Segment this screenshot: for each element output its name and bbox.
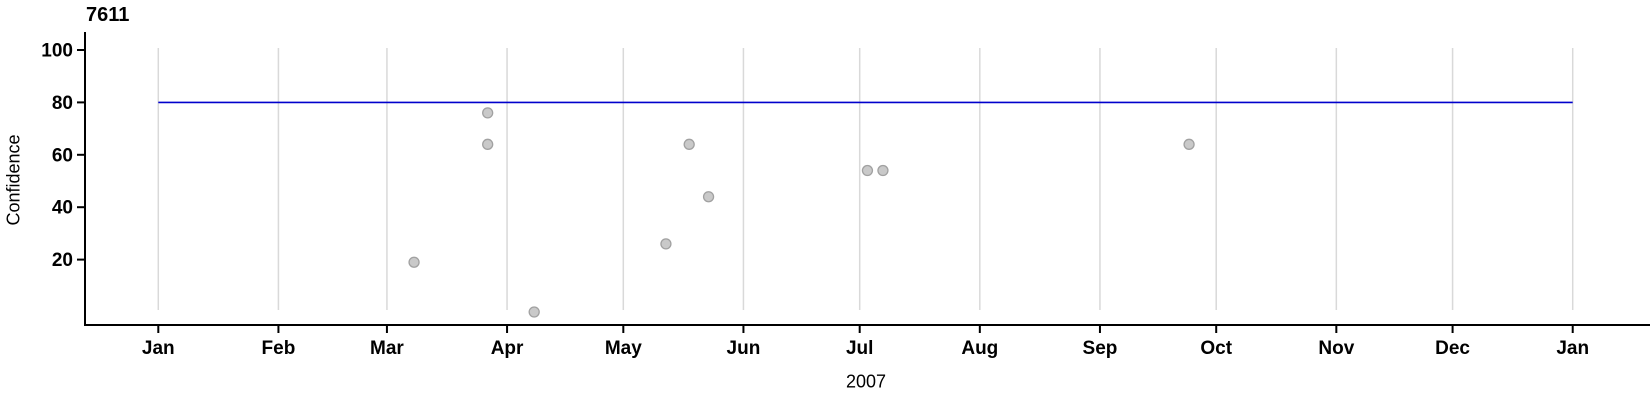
data-point (482, 107, 494, 119)
y-tick-label: 60 (52, 145, 73, 166)
x-tick-label: Sep (1083, 338, 1118, 359)
x-axis-year-caption: 2007 (845, 371, 887, 392)
data-point (861, 164, 874, 177)
x-tick-label: Jul (846, 338, 873, 359)
x-tick-label: Jan (1556, 338, 1589, 359)
data-point (408, 256, 420, 268)
x-tick-label: Oct (1200, 338, 1232, 359)
y-tick-label: 80 (52, 93, 73, 114)
y-tick-label: 100 (41, 41, 73, 62)
y-tick-label: 40 (52, 198, 73, 219)
data-point (683, 138, 695, 150)
data-point (482, 138, 494, 150)
x-tick-label: Dec (1435, 338, 1470, 359)
x-tick-label: Jun (727, 338, 761, 359)
x-tick-label: Jan (142, 338, 175, 359)
data-point (528, 306, 540, 318)
x-tick-label: Feb (262, 338, 296, 359)
x-tick-label: May (605, 338, 642, 359)
data-point (702, 191, 715, 203)
x-tick-label: Aug (961, 338, 998, 359)
chart-title: 7611 (86, 4, 130, 26)
data-point (660, 238, 672, 250)
x-tick-label: Nov (1318, 338, 1354, 359)
x-tick-label: Mar (370, 338, 404, 359)
x-tick-label: Apr (491, 338, 524, 359)
y-tick-label: 20 (52, 250, 73, 271)
data-point (1183, 138, 1195, 150)
data-point (877, 164, 889, 177)
